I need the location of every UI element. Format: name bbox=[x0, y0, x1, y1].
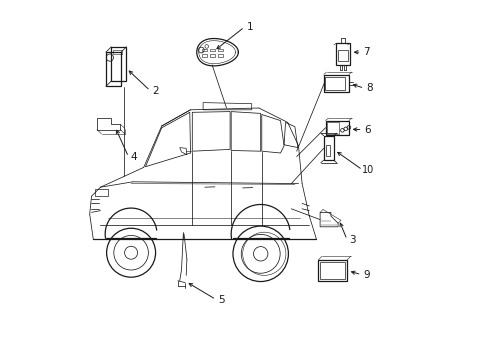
Bar bbox=[106, 52, 121, 86]
Text: 6: 6 bbox=[364, 125, 370, 135]
Bar bbox=[338, 50, 347, 61]
Bar bbox=[202, 49, 207, 51]
Bar bbox=[325, 121, 348, 135]
Text: 8: 8 bbox=[366, 83, 372, 93]
Text: 1: 1 bbox=[246, 22, 253, 32]
Bar bbox=[218, 54, 223, 57]
Text: 3: 3 bbox=[348, 235, 355, 245]
Text: 9: 9 bbox=[363, 270, 369, 280]
Bar bbox=[113, 50, 122, 54]
Bar bbox=[323, 136, 333, 160]
Text: 7: 7 bbox=[363, 47, 369, 57]
Text: 4: 4 bbox=[130, 152, 137, 162]
Text: 5: 5 bbox=[218, 294, 224, 305]
Bar bbox=[319, 262, 344, 279]
Bar bbox=[326, 122, 339, 134]
Bar bbox=[336, 43, 349, 65]
Text: 2: 2 bbox=[152, 86, 159, 96]
Bar bbox=[111, 47, 126, 81]
Bar bbox=[318, 260, 346, 281]
Bar bbox=[202, 54, 207, 57]
Bar bbox=[210, 49, 215, 51]
Bar bbox=[210, 54, 215, 57]
Bar bbox=[325, 145, 329, 156]
Text: 10: 10 bbox=[361, 165, 373, 175]
Bar bbox=[95, 189, 107, 196]
Bar bbox=[325, 77, 344, 90]
Bar bbox=[323, 75, 348, 92]
Bar bbox=[218, 49, 223, 51]
